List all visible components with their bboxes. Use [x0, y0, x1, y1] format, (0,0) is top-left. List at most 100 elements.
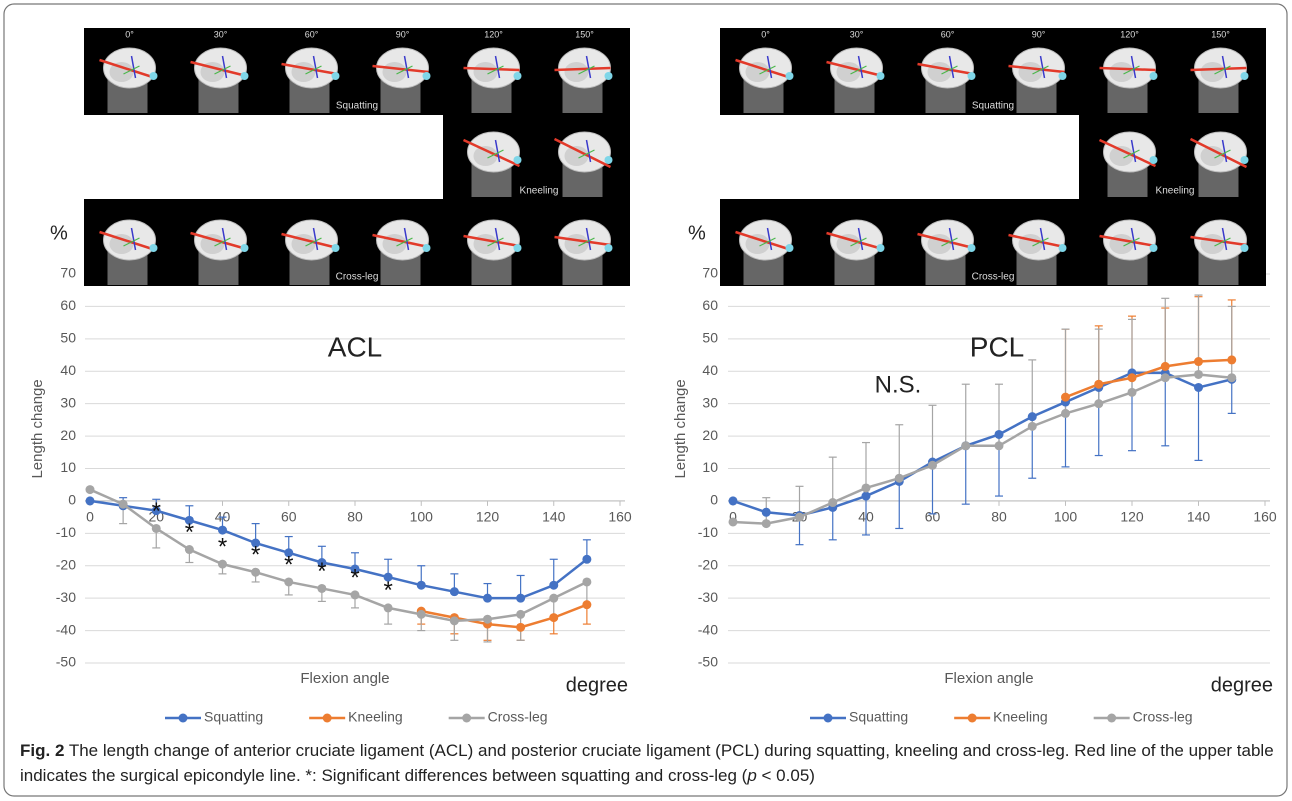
caption: Fig. 2 The length change of anterior cru… [20, 738, 1275, 788]
legend-label: Cross-leg [488, 709, 548, 725]
significance-mark: * [185, 519, 194, 546]
ligament [857, 55, 864, 79]
condyle-shade [745, 234, 770, 254]
angle-label: 150° [1211, 29, 1230, 39]
condyle-shade [473, 62, 498, 82]
epicondyle-line [735, 58, 792, 80]
point [151, 506, 161, 516]
angle-label: 150° [575, 29, 594, 39]
ligament [1123, 237, 1140, 247]
legend-marker [462, 713, 472, 723]
y-tick-label: 70 [60, 265, 76, 281]
x-tick-label: 120 [1120, 509, 1144, 525]
point [861, 491, 871, 501]
tibia-marker [149, 72, 158, 80]
ligament [585, 139, 592, 163]
y-tick-label: -20 [698, 556, 718, 572]
ligament [221, 227, 228, 251]
significance-mark: * [251, 542, 260, 569]
x-tick-label: 0 [729, 509, 737, 525]
tibia-marker [604, 156, 613, 164]
epicondyle-line [735, 230, 792, 252]
legend-label: Squatting [204, 709, 263, 725]
point [728, 517, 738, 527]
y-tick-label: -30 [56, 589, 76, 605]
angle-label: 60° [305, 29, 319, 39]
epicondyle-line [554, 66, 611, 72]
ligament [214, 65, 231, 75]
y-tick-label: 0 [710, 492, 718, 508]
epicondyle-line [826, 60, 883, 78]
ligament [1221, 55, 1228, 79]
ligament [1130, 139, 1137, 163]
x-tick-label: 160 [1253, 509, 1277, 525]
tibia-marker [1240, 156, 1249, 164]
tibia-marker [331, 244, 340, 252]
point [1094, 399, 1104, 409]
epicondyle-line [554, 235, 611, 247]
point [928, 460, 937, 470]
y-tick-label: -50 [56, 654, 76, 670]
point [549, 613, 559, 623]
ligament [494, 227, 501, 251]
y-tick-label: 20 [60, 427, 76, 443]
y-axis-label: Length change [672, 379, 689, 478]
y-tick-label: -40 [56, 621, 76, 637]
tibia-marker [240, 244, 249, 252]
epicondyle-line [281, 232, 338, 250]
legend-marker [178, 713, 188, 723]
tibia-marker [967, 72, 976, 80]
ligament [1214, 65, 1231, 75]
legend-label: Squatting [849, 709, 908, 725]
ligament [578, 149, 595, 159]
point [184, 515, 194, 525]
ligament [857, 227, 864, 251]
point [1061, 408, 1070, 418]
ligament [941, 237, 958, 247]
legend-label: Kneeling [993, 709, 1048, 725]
row-label: Kneeling [1156, 186, 1195, 197]
ligament [494, 139, 501, 163]
point [1227, 373, 1237, 383]
tibia-marker [1149, 72, 1158, 80]
ligament [312, 227, 319, 251]
caption-text: The length change of anterior cruciate l… [20, 741, 1274, 785]
epicondyle-line [1098, 138, 1157, 168]
tibia-marker [240, 72, 249, 80]
point [516, 593, 526, 603]
ligament [130, 227, 137, 251]
point [994, 429, 1004, 439]
epicondyle-line [99, 230, 156, 252]
point [549, 593, 559, 603]
point [894, 473, 904, 483]
angle-label: 60° [941, 29, 955, 39]
point [483, 593, 492, 603]
significance-mark: * [383, 577, 392, 604]
legend-marker [1107, 713, 1117, 723]
condyle-shade [109, 234, 134, 254]
ligament [578, 237, 595, 247]
point [795, 512, 804, 522]
ligament [403, 55, 410, 79]
x-axis-label: Flexion angle [944, 670, 1033, 687]
ligament [759, 65, 776, 75]
condyle-shade [1200, 62, 1225, 82]
panel-bg [720, 199, 1266, 286]
ligament [585, 227, 592, 251]
point [284, 577, 294, 587]
y-tick-label: 10 [60, 459, 76, 475]
tibia-marker [1149, 244, 1158, 252]
tibia-marker [785, 72, 794, 80]
y-tick-label: 0 [68, 492, 76, 508]
epicondyle-line [1099, 66, 1156, 72]
ligament [123, 237, 140, 247]
tibia-marker [604, 244, 613, 252]
ligament [759, 237, 776, 247]
y-unit: % [50, 222, 68, 244]
point [317, 558, 327, 568]
angle-label: 0° [761, 29, 770, 39]
tibia-marker [149, 244, 158, 252]
ligament [312, 55, 319, 79]
x-tick-label: 120 [476, 509, 500, 525]
tibia-marker [513, 244, 522, 252]
